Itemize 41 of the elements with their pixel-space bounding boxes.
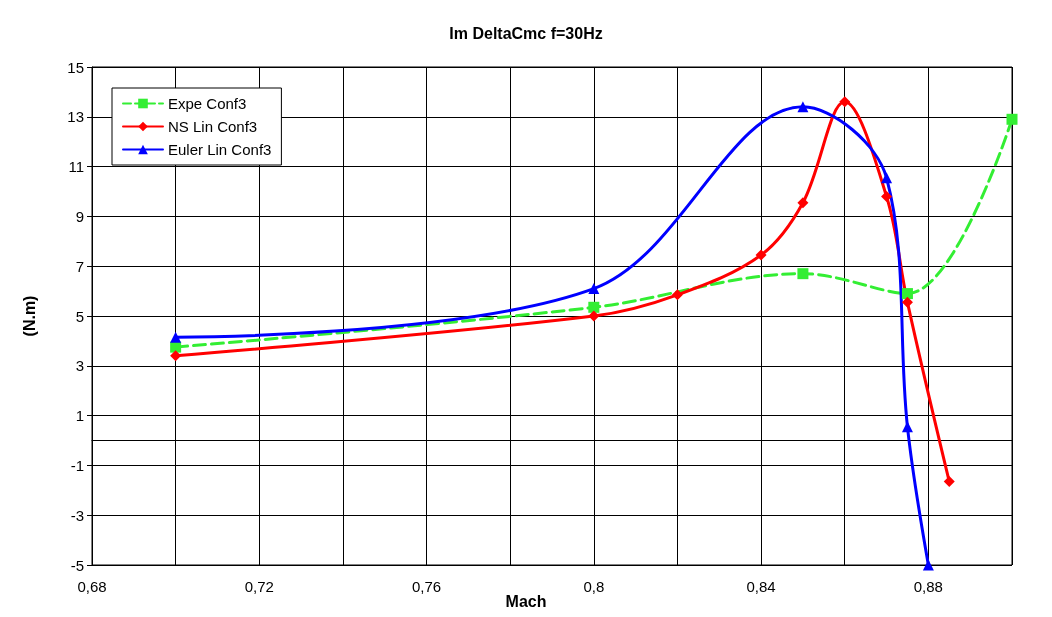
y-tick-label: 3	[75, 357, 84, 375]
point	[588, 301, 600, 313]
x-tick-label: 0,8	[583, 578, 605, 595]
legend-label: Expe Conf3	[168, 95, 247, 112]
legend-label: Euler Lin Conf3	[168, 141, 272, 158]
point	[797, 197, 809, 209]
point	[901, 296, 913, 308]
y-tick-label: 13	[67, 108, 84, 126]
point	[588, 283, 600, 295]
point	[881, 172, 893, 184]
y-tick-label: 15	[67, 58, 84, 76]
y-axis-title: (N.m)	[20, 295, 38, 337]
y-tick-label: -3	[70, 506, 84, 524]
point	[170, 350, 182, 362]
point	[588, 310, 600, 322]
point	[839, 96, 851, 108]
x-tick-label: 0,76	[411, 578, 442, 595]
x-tick-label: 0,72	[244, 578, 274, 595]
point	[797, 268, 809, 280]
point	[1006, 113, 1018, 125]
x-tick-label: 0,84	[746, 578, 776, 595]
y-tick-label: 1	[75, 407, 84, 425]
y-tick-label: 5	[75, 307, 84, 325]
y-tick-label: 11	[68, 158, 84, 176]
point	[943, 476, 955, 488]
point	[901, 288, 913, 300]
chart-title: Im DeltaCmc f=30Hz	[449, 24, 603, 42]
x-axis-title: Mach	[505, 592, 547, 610]
y-tick-label: 7	[75, 257, 84, 275]
point	[901, 421, 913, 433]
point	[881, 190, 893, 202]
y-tick-label: -5	[70, 556, 84, 574]
point	[671, 289, 683, 301]
y-tick-label: 9	[75, 207, 84, 225]
point	[755, 249, 767, 261]
y-tick-label: -1	[70, 456, 84, 474]
x-tick-label: 0,88	[913, 578, 943, 595]
legend-label: NS Lin Conf3	[168, 118, 258, 135]
point	[170, 331, 182, 343]
x-tick-label: 0,68	[77, 578, 107, 595]
point	[797, 101, 809, 113]
